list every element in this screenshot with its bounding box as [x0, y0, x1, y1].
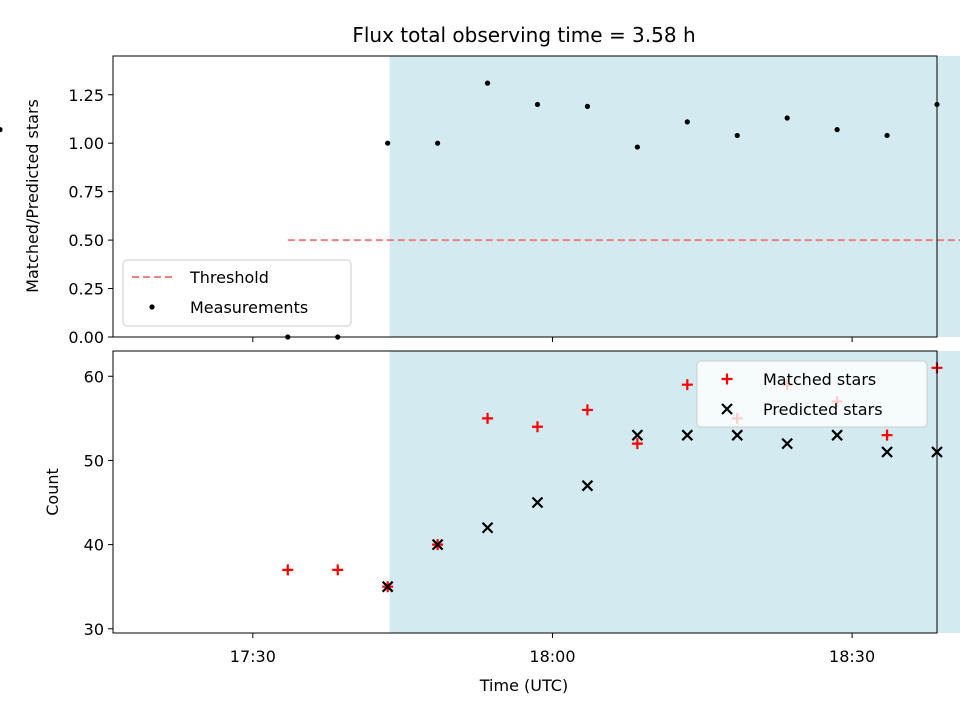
- top-observing-window: [389, 56, 960, 337]
- measurement-point: [834, 127, 840, 133]
- bottom-y-tick-label: 50: [84, 451, 104, 470]
- measurement-point: [385, 140, 391, 146]
- measurement-point: [734, 132, 740, 139]
- measurement-point: [684, 119, 690, 125]
- bottom-axes-frame: [112, 350, 938, 634]
- legend-threshold-label: Threshold: [189, 268, 269, 287]
- x-axis-label: Time (UTC): [479, 676, 568, 695]
- top-y-tick-label: 1.00: [68, 134, 104, 153]
- top-y-axis-label: Matched/Predicted stars: [23, 99, 42, 293]
- measurement-point: [484, 80, 491, 86]
- legend-matched-label: Matched stars: [763, 370, 876, 389]
- x-tick-label: 17:30: [230, 647, 276, 666]
- top-panel: 0.00 0.25 0.50 0.75 1.00 1.25 Threshold Measure…: [0, 55, 960, 347]
- bottom-panel: 3040506017:3018:0018:3019:0019:3020:0020…: [84, 351, 960, 666]
- matched-star-point: [631, 438, 643, 450]
- x-tick-label: 18:00: [529, 647, 575, 666]
- x-tick-label: 18:30: [829, 647, 875, 666]
- predicted-star-point: [381, 580, 394, 593]
- measurement-point: [534, 101, 541, 108]
- matched-star-point: [581, 404, 593, 416]
- bottom-y-tick-label: 30: [84, 620, 104, 639]
- predicted-star-point: [631, 429, 644, 441]
- predicted-star-point: [881, 446, 893, 458]
- measurement-point: [884, 132, 890, 139]
- matched-star-point: [681, 379, 693, 391]
- measurement-point: [584, 103, 591, 109]
- matched-star-point: [531, 421, 543, 433]
- bottom-legend: Matched stars Predicted stars: [696, 360, 928, 428]
- predicted-star-point: [731, 429, 744, 441]
- top-y-tick-label: 0.00: [68, 328, 104, 347]
- bottom-y-axis-label: Count: [43, 468, 62, 516]
- chart-title: Flux total observing time = 3.58 h: [352, 23, 695, 47]
- measurement-point: [435, 140, 441, 146]
- bottom-y-tick-label: 60: [84, 367, 104, 386]
- matched-star-point: [282, 564, 294, 576]
- top-axes-frame: [112, 55, 938, 338]
- legend-measurements-swatch: [149, 304, 155, 310]
- predicted-star-point: [781, 437, 793, 450]
- measurement-point: [634, 144, 640, 150]
- predicted-star-point: [581, 479, 594, 492]
- top-y-tick-label: 0.50: [68, 231, 104, 250]
- top-y-tick-label: 0.75: [68, 183, 104, 202]
- bottom-legend-box: [696, 360, 928, 428]
- legend-matched-swatch: [721, 373, 733, 385]
- predicted-star-point: [481, 521, 494, 534]
- predicted-star-point: [431, 538, 444, 551]
- measurement-point: [0, 127, 3, 133]
- legend-measurements-label: Measurements: [190, 298, 308, 317]
- bottom-y-tick-label: 40: [84, 536, 104, 555]
- legend-predicted-swatch: [721, 403, 733, 415]
- top-legend-box: [122, 259, 352, 327]
- top-y-tick-label: 0.25: [68, 280, 104, 299]
- top-y-tick-label: 1.25: [68, 86, 104, 105]
- predicted-star-point: [681, 429, 694, 441]
- matched-star-point: [881, 429, 893, 441]
- matched-star-point: [332, 564, 344, 576]
- top-legend: Threshold Measurements: [122, 259, 352, 327]
- legend-predicted-label: Predicted stars: [763, 400, 883, 419]
- predicted-star-point: [531, 496, 544, 509]
- matched-star-point: [482, 412, 494, 424]
- predicted-star-point: [831, 429, 843, 441]
- measurement-point: [784, 115, 790, 121]
